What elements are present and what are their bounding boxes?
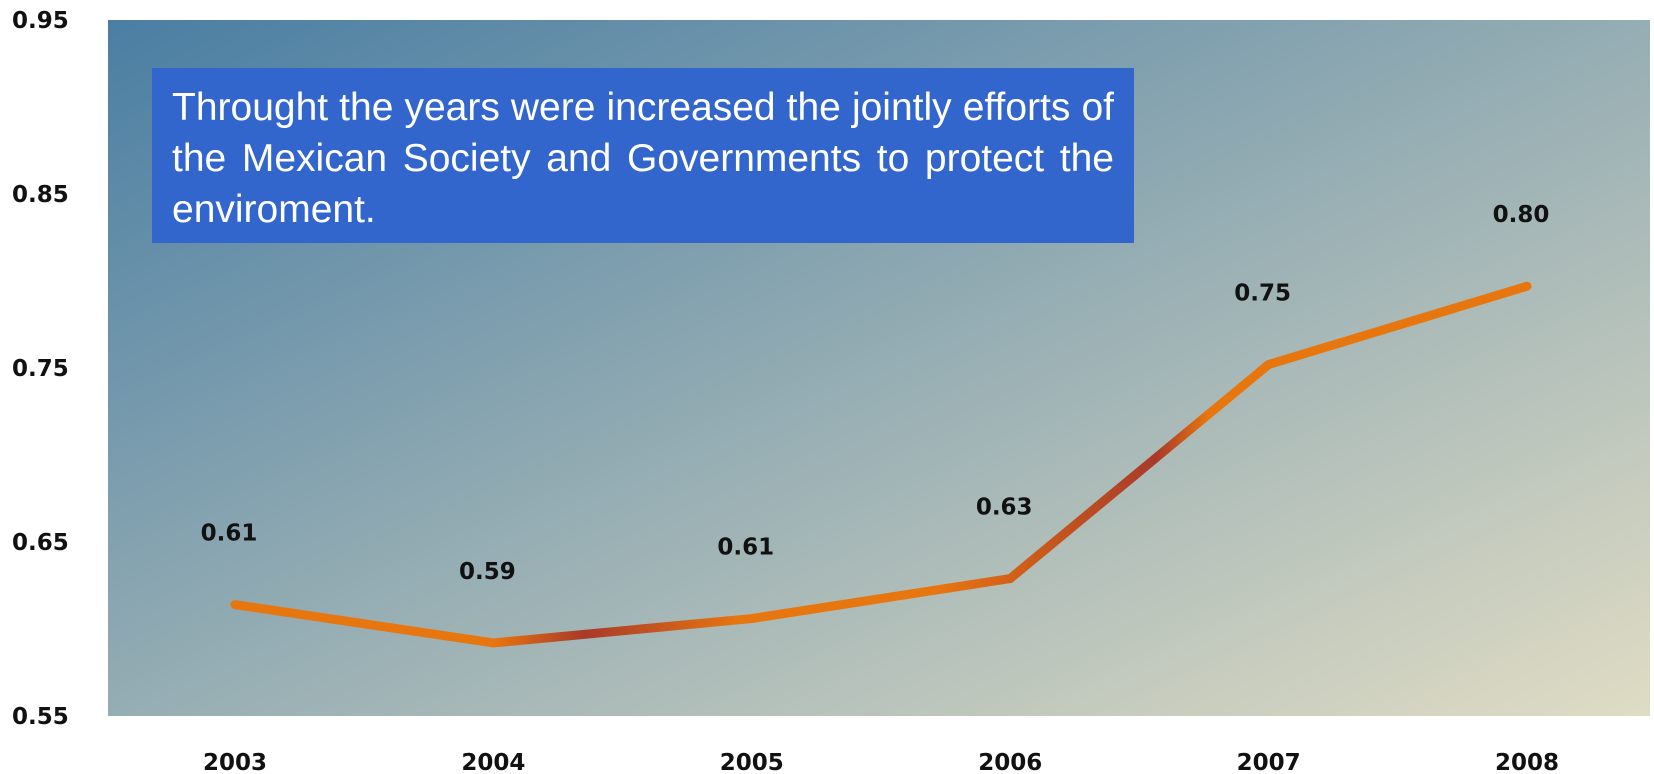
series-line-group <box>230 281 1532 648</box>
data-label: 0.61 <box>717 535 774 561</box>
y-tick-label: 0.55 <box>12 704 69 730</box>
series-line <box>230 281 1532 648</box>
data-label: 0.61 <box>201 521 258 547</box>
data-label: 0.80 <box>1493 202 1550 228</box>
data-labels: 0.61 0.59 0.61 0.63 0.75 0.80 <box>201 202 1550 585</box>
x-tick-label: 2003 <box>203 750 267 774</box>
annotation-box: Throught the years were increased the jo… <box>152 68 1134 243</box>
x-tick-label: 2004 <box>461 750 525 774</box>
y-axis: 0.95 0.85 0.75 0.65 0.55 <box>12 8 69 730</box>
y-tick-label: 0.75 <box>12 356 69 382</box>
y-tick-label: 0.95 <box>12 8 69 34</box>
data-label: 0.63 <box>976 495 1033 521</box>
x-tick-label: 2008 <box>1495 750 1559 774</box>
data-label: 0.59 <box>459 559 516 585</box>
y-tick-label: 0.85 <box>12 182 69 208</box>
x-tick-label: 2005 <box>720 750 784 774</box>
x-tick-label: 2007 <box>1237 750 1301 774</box>
x-axis: 2003 2004 2005 2006 2007 2008 <box>203 750 1559 774</box>
x-tick-label: 2006 <box>978 750 1042 774</box>
data-label: 0.75 <box>1234 281 1291 307</box>
y-tick-label: 0.65 <box>12 530 69 556</box>
